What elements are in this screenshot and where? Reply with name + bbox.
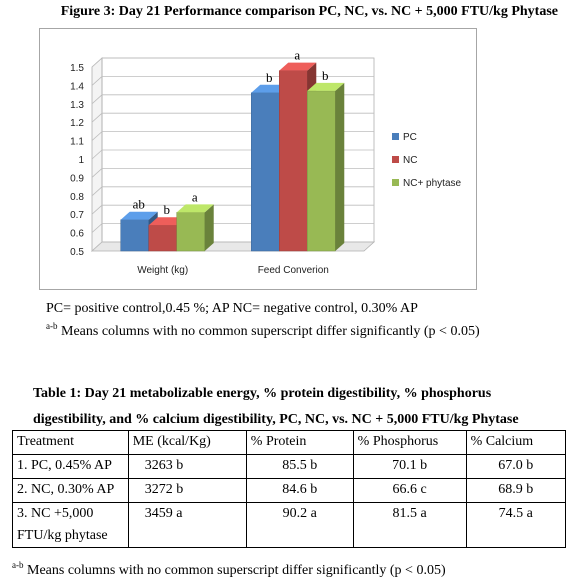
bar [120, 219, 149, 252]
table-footnote-text: Means columns with no common superscript… [23, 563, 446, 578]
table-footnote: a-b Means columns with no common supersc… [12, 560, 446, 579]
bar-side [204, 204, 214, 251]
table-header-row: Treatment ME (kcal/Kg) % Protein % Phosp… [12, 430, 566, 455]
treatment-line-1: 3. NC +5,000 [17, 506, 94, 521]
cell-me: 3272 b [127, 478, 247, 503]
legend-swatch [392, 133, 399, 140]
y-tick-label: 0.7 [70, 210, 84, 221]
y-tick-label: 1 [78, 155, 84, 166]
header-protein: % Protein [245, 430, 354, 455]
header-me: ME (kcal/Kg) [127, 430, 247, 455]
legend-label: NC+ phytase [403, 178, 462, 189]
y-tick-label: 1.5 [70, 63, 84, 74]
legend-swatch [392, 156, 399, 163]
y-tick-label: 1.4 [70, 81, 84, 92]
y-tick-label: 1.3 [70, 100, 84, 111]
bar-side [335, 82, 345, 251]
x-category-label: Feed Converion [258, 265, 329, 276]
superscript-range: a-b [12, 560, 24, 570]
results-table: Treatment ME (kcal/Kg) % Protein % Phosp… [12, 430, 566, 548]
cell-protein: 85.5 b [245, 454, 354, 479]
y-tick-label: 0.5 [70, 247, 84, 258]
y-tick-label: 1.2 [70, 118, 84, 129]
cell-treatment: 3. NC +5,000 FTU/kg phytase [12, 502, 129, 548]
cell-protein: 84.6 b [245, 478, 354, 503]
bar-top [176, 204, 214, 213]
table-row: 3. NC +5,000 FTU/kg phytase 3459 a 90.2 a… [12, 502, 566, 548]
data-label: b [322, 68, 329, 83]
table-title: Table 1: Day 21 metabolizable energy, % … [33, 386, 519, 427]
cell-me: 3263 b [127, 454, 247, 479]
data-label: a [192, 189, 198, 204]
cell-me: 3459 a [127, 502, 247, 548]
legend-swatch [392, 179, 399, 186]
data-label: b [163, 202, 170, 217]
figure-title: Figure 3: Day 21 Performance comparison … [60, 4, 558, 19]
cell-calcium: 68.9 b [465, 478, 566, 503]
header-phosphorus: % Phosphorus [352, 430, 467, 455]
cell-treatment: 1. PC, 0.45% AP [12, 454, 129, 479]
significance-text: Means columns with no common superscript… [57, 324, 480, 339]
header-treatment: Treatment [12, 430, 129, 455]
table-row: 1. PC, 0.45% AP 3263 b 85.5 b 70.1 b 67.… [12, 454, 566, 479]
legend-label: PC [403, 132, 417, 143]
bar-top [307, 82, 345, 91]
chart-area: 0.5 0.6 0.7 0.8 0.9 1 1.1 1.2 1.3 1.4 1.5 ab b a Weigh… [39, 28, 477, 290]
cell-phosphorus: 70.1 b [352, 454, 467, 479]
bar-chart: 0.50.60.70.80.911.11.21.31.41.5ab baWeigh… [70, 48, 462, 276]
bar-top [279, 62, 317, 71]
y-tick-label: 1.1 [70, 137, 84, 148]
data-label: b [266, 70, 273, 85]
y-tick-label: 0.6 [70, 229, 84, 240]
bar [176, 212, 205, 252]
bar [307, 90, 336, 252]
superscript-range: a-b [46, 321, 58, 331]
cell-treatment: 2. NC, 0.30% AP [12, 478, 129, 503]
y-tick-label: 0.8 [70, 192, 84, 203]
cell-phosphorus: 66.6 c [352, 478, 467, 503]
cell-phosphorus: 81.5 a [352, 502, 467, 548]
data-label: ab [133, 197, 145, 212]
table-row: 2. NC, 0.30% AP 3272 b 84.6 b 66.6 c 68.… [12, 478, 566, 503]
abbreviation-note: PC= positive control,0.45 %; AP NC= nega… [46, 301, 418, 316]
bar [251, 92, 280, 252]
header-calcium: % Calcium [465, 430, 566, 455]
x-category-label: Weight (kg) [137, 265, 188, 276]
bar [279, 70, 308, 252]
bar [148, 224, 177, 252]
gridline [91, 57, 374, 68]
bar-top [120, 211, 158, 220]
cell-calcium: 74.5 a [465, 502, 566, 548]
legend-label: NC [403, 155, 417, 166]
cell-protein: 90.2 a [245, 502, 354, 548]
data-label: a [294, 48, 300, 63]
cell-calcium: 67.0 b [465, 454, 566, 479]
treatment-line-2: FTU/kg phytase [17, 528, 108, 543]
y-tick-label: 0.9 [70, 173, 84, 184]
significance-note: a-b Means columns with no common supersc… [46, 321, 480, 340]
